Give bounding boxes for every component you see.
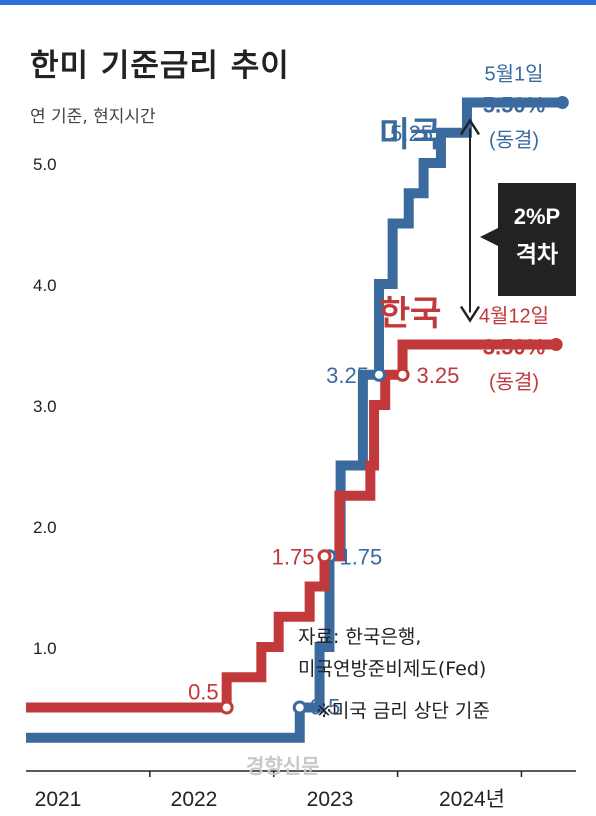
us-point-label: 1.75 [339,544,382,569]
us-point-dot [372,367,387,382]
source-footnote: ※미국 금리 상단 기준 [316,700,490,722]
gap-box-value: 2%P [514,204,560,229]
watermark: 경향신문 [246,754,320,778]
x-tick-label: 2022 [171,788,218,811]
us-point-label: 3.25 [326,363,369,388]
source-line-2: 미국연방준비제도(Fed) [298,658,487,680]
korea-end-date: 4월12일 [479,305,549,328]
us-point-label: 5.25 [390,121,433,146]
source-line-1: 자료: 한국은행, [298,626,422,648]
y-tick-label: 3.0 [33,397,57,416]
korea-end-status: (동결) [489,371,539,394]
korea-point-dot [219,700,234,715]
y-tick-label: 1.0 [33,639,57,658]
us-end-date: 5월1일 [484,63,543,86]
us-end-dot [555,96,569,109]
korea-point-dot [395,367,410,382]
x-tick-label: 2021 [35,788,82,811]
us-series-label: 미국 [379,115,442,155]
top-accent-bar [0,0,596,5]
us-rate-line [26,97,563,743]
korea-end-dot [549,338,563,351]
y-tick-label: 4.0 [33,276,57,295]
korea-point-label: 1.75 [272,544,315,569]
gap-box-label: 격차 [516,242,558,268]
us-end-value: 5.50% [483,93,545,118]
gap-arrow-head-down [459,305,481,323]
x-tick-label: 2024년 [439,788,505,811]
gap-box [480,183,576,296]
korea-point-label: 3.25 [417,363,460,388]
gap-arrow-head-up [459,118,481,136]
y-tick-label: 2.0 [33,518,57,537]
chart-title: 한미 기준금리 추이 [30,48,290,84]
us-point-label: 0.5 [310,695,341,720]
x-tick-label: 2023 [307,788,354,811]
us-end-status: (동결) [489,129,539,152]
korea-series-label: 한국 [379,294,442,334]
y-tick-label: 5.0 [33,155,57,174]
us-point-dot [292,700,307,715]
korea-end-value: 3.50% [483,335,545,360]
chart-subtitle: 연 기준, 현지시간 [30,107,156,127]
korea-point-dot [317,549,332,564]
korea-point-label: 0.5 [188,680,219,705]
